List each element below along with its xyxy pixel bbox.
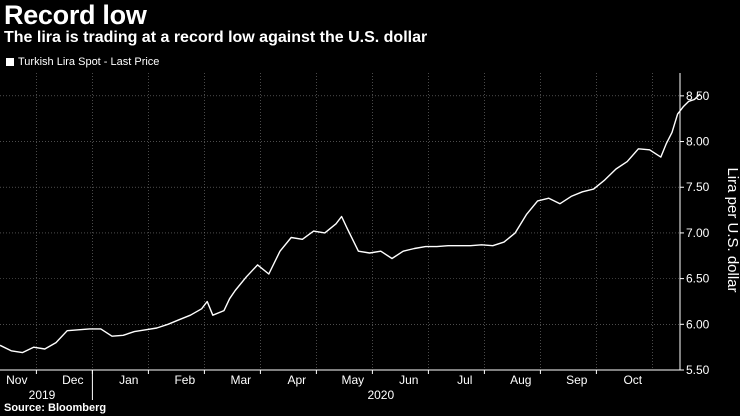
series-layer: [0, 93, 701, 354]
x-tick-label: Mar: [230, 373, 251, 387]
x-tick-label: Jun: [399, 373, 418, 387]
x-tick-label: May: [341, 373, 364, 387]
y-axis-label: Lira per U.S. dollar: [724, 167, 740, 292]
x-tick-label: Dec: [62, 373, 83, 387]
x-tick-label: Oct: [623, 373, 642, 387]
legend-label: Turkish Lira Spot - Last Price: [18, 56, 160, 68]
x-tick-label: Feb: [174, 373, 195, 387]
x-tick-label: Jul: [457, 373, 472, 387]
label-layer: 5.50 6.00 6.50 7.00 7.50 8.00 8.50 Nov Dec Jan Feb…: [6, 89, 710, 402]
y-tick-label: 8.00: [686, 135, 710, 149]
y-tick-label: 7.00: [686, 226, 710, 240]
chart-subtitle: The lira is trading at a record low agai…: [4, 29, 428, 46]
x-tick-label: Sep: [566, 373, 588, 387]
legend-swatch: [6, 58, 14, 66]
series-line: [0, 93, 701, 354]
source-note: Source: Bloomberg: [4, 402, 107, 414]
y-tick-label: 6.50: [686, 272, 710, 286]
axis-layer: [0, 73, 684, 400]
legend: Turkish Lira Spot - Last Price: [6, 56, 159, 68]
x-tick-label: Aug: [510, 373, 531, 387]
year-label: 2019: [29, 388, 56, 402]
y-tick-label: 5.50: [686, 363, 710, 377]
y-tick-label: 6.00: [686, 317, 710, 331]
year-label: 2020: [367, 388, 394, 402]
chart-title: Record low: [4, 0, 147, 30]
y-tick-label: 8.50: [686, 89, 710, 103]
y-tick-label: 7.50: [686, 180, 710, 194]
x-tick-label: Nov: [6, 373, 27, 387]
grid-layer: [0, 73, 680, 371]
x-tick-label: Apr: [287, 373, 306, 387]
x-tick-label: Jan: [119, 373, 138, 387]
